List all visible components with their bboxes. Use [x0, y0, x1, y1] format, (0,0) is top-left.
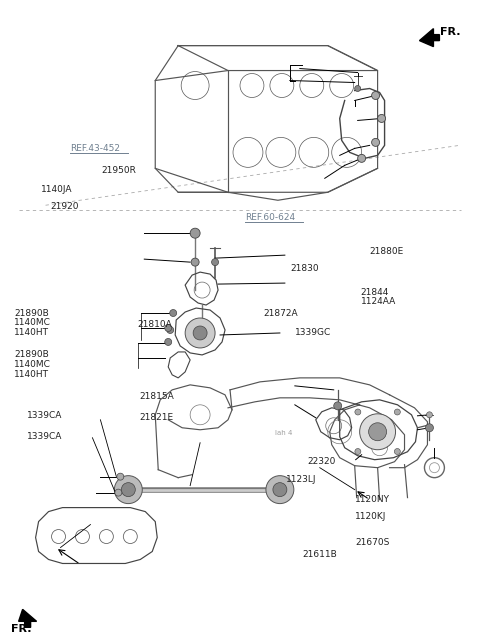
Circle shape: [378, 114, 385, 123]
Text: 21920: 21920: [50, 202, 79, 211]
Text: 1339CA: 1339CA: [27, 432, 62, 441]
Circle shape: [266, 476, 294, 503]
Text: 21810A: 21810A: [137, 320, 172, 329]
Text: 1120KJ: 1120KJ: [355, 512, 386, 521]
Text: 21890B: 21890B: [14, 351, 49, 360]
Polygon shape: [420, 29, 439, 47]
Circle shape: [369, 423, 386, 441]
Circle shape: [117, 473, 124, 480]
Circle shape: [355, 409, 361, 415]
Circle shape: [170, 309, 177, 317]
Text: 1140MC: 1140MC: [14, 360, 51, 369]
Circle shape: [121, 483, 135, 497]
Text: lah 4: lah 4: [275, 429, 292, 436]
Text: 1140JA: 1140JA: [41, 185, 73, 194]
Text: FR.: FR.: [441, 26, 461, 37]
Circle shape: [165, 324, 172, 331]
Circle shape: [425, 424, 433, 432]
Circle shape: [372, 92, 380, 100]
Circle shape: [212, 259, 218, 266]
Text: 1339GC: 1339GC: [295, 328, 331, 337]
Text: 21880E: 21880E: [369, 247, 404, 256]
Text: 1140HT: 1140HT: [14, 328, 49, 337]
Text: 1140HT: 1140HT: [14, 370, 49, 379]
Circle shape: [165, 338, 172, 345]
Text: REF.43-452: REF.43-452: [70, 144, 120, 153]
Circle shape: [395, 409, 400, 415]
Circle shape: [372, 139, 380, 146]
Text: 21815A: 21815A: [140, 392, 174, 401]
Text: 21821E: 21821E: [140, 413, 174, 422]
Text: 21611B: 21611B: [302, 550, 337, 559]
Text: 21890B: 21890B: [14, 309, 49, 318]
Text: 1339CA: 1339CA: [27, 412, 62, 421]
Text: 21844: 21844: [360, 288, 389, 297]
Text: 21670S: 21670S: [355, 537, 389, 546]
Text: 1140MC: 1140MC: [14, 318, 51, 327]
Circle shape: [334, 402, 342, 410]
Circle shape: [355, 85, 360, 92]
Text: 21872A: 21872A: [263, 309, 298, 318]
Text: 1123LJ: 1123LJ: [286, 475, 316, 484]
Circle shape: [190, 228, 200, 238]
Circle shape: [360, 414, 396, 449]
Circle shape: [191, 258, 199, 266]
Circle shape: [167, 327, 174, 333]
Polygon shape: [19, 609, 36, 627]
Text: 21830: 21830: [290, 264, 319, 273]
Text: 21950R: 21950R: [101, 166, 136, 175]
Circle shape: [395, 449, 400, 455]
Text: 1124AA: 1124AA: [360, 297, 396, 306]
Circle shape: [114, 476, 142, 503]
Text: 1120NY: 1120NY: [355, 494, 390, 503]
Text: REF.60-624: REF.60-624: [245, 213, 295, 221]
Circle shape: [355, 449, 361, 455]
Circle shape: [426, 412, 432, 418]
Circle shape: [193, 326, 207, 340]
Circle shape: [115, 489, 122, 496]
Circle shape: [185, 318, 215, 348]
Text: 22320: 22320: [307, 458, 336, 467]
Circle shape: [273, 483, 287, 497]
Text: FR.: FR.: [11, 624, 31, 634]
Circle shape: [358, 154, 366, 162]
